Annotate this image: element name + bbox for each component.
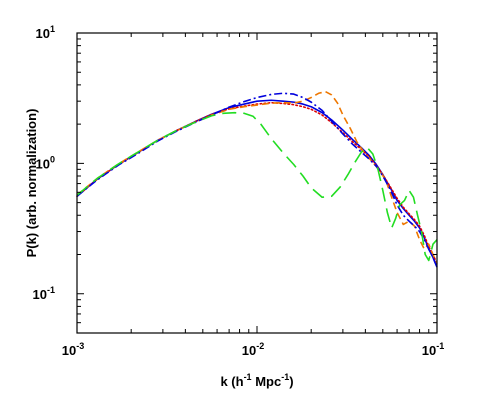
x-tick-label: 10-2 [242, 341, 264, 358]
tick-layer: 10-3 10-2 10-1 10-1 100 101 [33, 24, 445, 358]
x-tick-label: 10-3 [62, 341, 84, 358]
x-tick-label: 10-1 [422, 341, 444, 358]
y-tick-label: 100 [36, 154, 55, 171]
series-layer [76, 90, 438, 268]
y-tick-label: 101 [36, 24, 55, 41]
y-axis-label: P(k) (arb. normalization) [24, 109, 39, 258]
series-line-5 [76, 111, 438, 262]
y-tick-label: 10-1 [33, 285, 55, 302]
x-axis-label: k (h-1 Mpc-1) [220, 372, 293, 389]
